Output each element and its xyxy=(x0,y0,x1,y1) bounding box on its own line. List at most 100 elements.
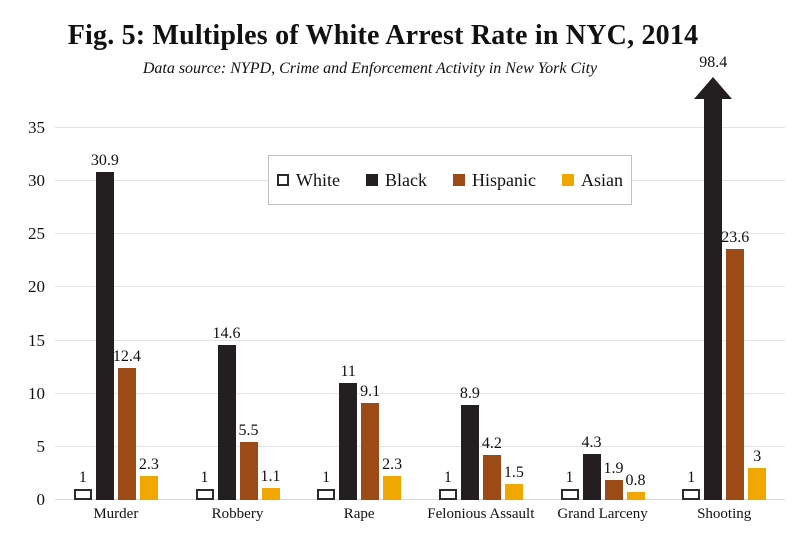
bar-hispanic-rape xyxy=(361,403,380,500)
plot-area: 1 30.9 12.4 2.3 1 14.6 5.5 1.1 1 11 9.1 2.3 1 8.9 4.2 1… xyxy=(55,54,785,500)
bar-hispanic-felonious-assault xyxy=(482,455,501,500)
gridline xyxy=(55,499,785,500)
category-label-grand-larceny: Grand Larceny xyxy=(557,506,648,522)
gridline xyxy=(55,127,785,128)
value-label: 1.5 xyxy=(503,464,524,482)
bar-white-felonious-assault xyxy=(438,489,457,500)
chart-title: Fig. 5: Multiples of White Arrest Rate i… xyxy=(67,20,699,51)
bar-group-rape: 1 11 9.1 2.3 xyxy=(298,128,420,500)
bar-black-grand-larceny xyxy=(582,454,601,500)
value-label: 1 xyxy=(200,469,209,487)
bar-col: 1 xyxy=(317,128,336,500)
x-axis-labels: Murder Robbery Rape Felonious Assault Grand … xyxy=(55,506,785,523)
bar-col: 9.1 xyxy=(360,128,381,500)
legend-swatch-white xyxy=(277,174,290,186)
category-label-felonious-assault: Felonious Assault xyxy=(427,506,535,522)
y-tick-label: 30 xyxy=(28,171,45,191)
y-tick-label: 5 xyxy=(36,436,46,456)
legend: White Black Hispanic Asian xyxy=(268,155,632,205)
bar-asian-robbery xyxy=(261,488,280,500)
bar-white-shooting xyxy=(682,489,701,500)
value-label: 9.1 xyxy=(360,383,381,401)
bar-col: 2.3 xyxy=(138,128,159,500)
category-label-murder: Murder xyxy=(93,506,139,522)
bar-hispanic-robbery xyxy=(239,441,258,500)
bars: 1 4.3 1.9 0.8 xyxy=(560,128,646,500)
bar-col: 1 xyxy=(195,128,214,500)
bar-col: 1.5 xyxy=(503,128,524,500)
bar-asian-murder xyxy=(139,475,158,500)
legend-item-white: White xyxy=(277,170,340,191)
bar-col: 4.3 xyxy=(581,128,602,500)
bar-col: 30.9 xyxy=(91,128,119,500)
bar-groups: 1 30.9 12.4 2.3 1 14.6 5.5 1.1 1 11 9.1 2.3 1 8.9 4.2 1… xyxy=(55,54,785,500)
value-label: 98.4 xyxy=(699,54,728,71)
y-tick-label: 15 xyxy=(28,330,45,350)
bar-group-robbery: 1 14.6 5.5 1.1 xyxy=(177,128,299,500)
bar-col: 1 xyxy=(682,128,701,500)
bar-black-murder xyxy=(95,171,114,500)
value-label: 1.1 xyxy=(260,468,281,486)
bar-group-shooting: 1 98.4 23.6 3 xyxy=(663,54,785,500)
bar-hispanic-shooting xyxy=(726,249,745,500)
gridline xyxy=(55,392,785,394)
bar-black-robbery xyxy=(217,344,236,500)
value-label: 0.8 xyxy=(625,471,646,489)
legend-item-asian: Asian xyxy=(561,169,623,191)
gridline xyxy=(55,339,785,341)
bar-col: 0.8 xyxy=(625,128,646,500)
value-label: 8.9 xyxy=(459,385,480,403)
bar-white-murder xyxy=(73,489,92,500)
value-label: 11 xyxy=(340,363,356,381)
bars: 1 14.6 5.5 1.1 xyxy=(195,128,281,500)
category-label-rape: Rape xyxy=(343,506,375,522)
bars: 1 98.4 23.6 3 xyxy=(682,54,767,500)
bar-group-murder: 1 30.9 12.4 2.3 xyxy=(55,128,177,500)
value-label: 1 xyxy=(565,469,574,487)
value-label: 1 xyxy=(78,469,87,487)
category-label-shooting: Shooting xyxy=(697,506,752,522)
bar-col: 98.4 xyxy=(694,54,733,500)
bar-col: 11 xyxy=(339,128,358,500)
bar-hispanic-murder xyxy=(117,368,136,500)
bar-col: 14.6 xyxy=(213,128,241,500)
legend-swatch-asian xyxy=(561,174,574,186)
bar-group-felonious-assault: 1 8.9 4.2 1.5 xyxy=(420,128,542,500)
bar-col: 23.6 xyxy=(721,128,749,500)
value-label: 2.3 xyxy=(138,455,159,473)
value-label: 30.9 xyxy=(90,151,119,169)
bar-col: 8.9 xyxy=(459,128,480,500)
off-scale-arrow-shaft xyxy=(704,99,723,500)
value-label: 14.6 xyxy=(212,324,241,342)
legend-label: Black xyxy=(385,169,427,190)
bar-col: 1 xyxy=(560,128,579,500)
value-label: 2.3 xyxy=(382,455,403,473)
value-label: 4.3 xyxy=(581,434,602,452)
bar-group-grand-larceny: 1 4.3 1.9 0.8 xyxy=(542,128,664,500)
legend-swatch-hispanic xyxy=(453,174,465,186)
y-tick-label: 25 xyxy=(28,224,45,244)
legend-item-black: Black xyxy=(366,170,427,191)
bar-black-felonious-assault xyxy=(460,405,479,500)
legend-label: Asian xyxy=(580,169,623,190)
bar-asian-felonious-assault xyxy=(504,484,523,500)
bar-col: 1.1 xyxy=(260,128,281,500)
bar-white-rape xyxy=(317,489,336,500)
bar-col: 4.2 xyxy=(481,128,502,500)
gridline xyxy=(55,445,785,447)
gridline xyxy=(55,233,785,235)
value-label: 12.4 xyxy=(112,348,141,366)
value-label: 5.5 xyxy=(238,421,259,439)
legend-label: White xyxy=(296,169,340,190)
bar-col: 12.4 xyxy=(113,128,141,500)
bar-col: 3 xyxy=(748,128,767,500)
bar-col: 2.3 xyxy=(382,128,403,500)
bar-col: 1.9 xyxy=(604,128,624,500)
y-tick-label: 0 xyxy=(36,490,46,509)
gridline xyxy=(55,286,785,288)
chart-subtitle: Data source: NYPD, Crime and Enforcement… xyxy=(142,60,598,77)
bar-hispanic-grand-larceny xyxy=(604,479,623,500)
value-label: 4.2 xyxy=(481,435,502,453)
y-tick-label: 10 xyxy=(28,383,45,403)
